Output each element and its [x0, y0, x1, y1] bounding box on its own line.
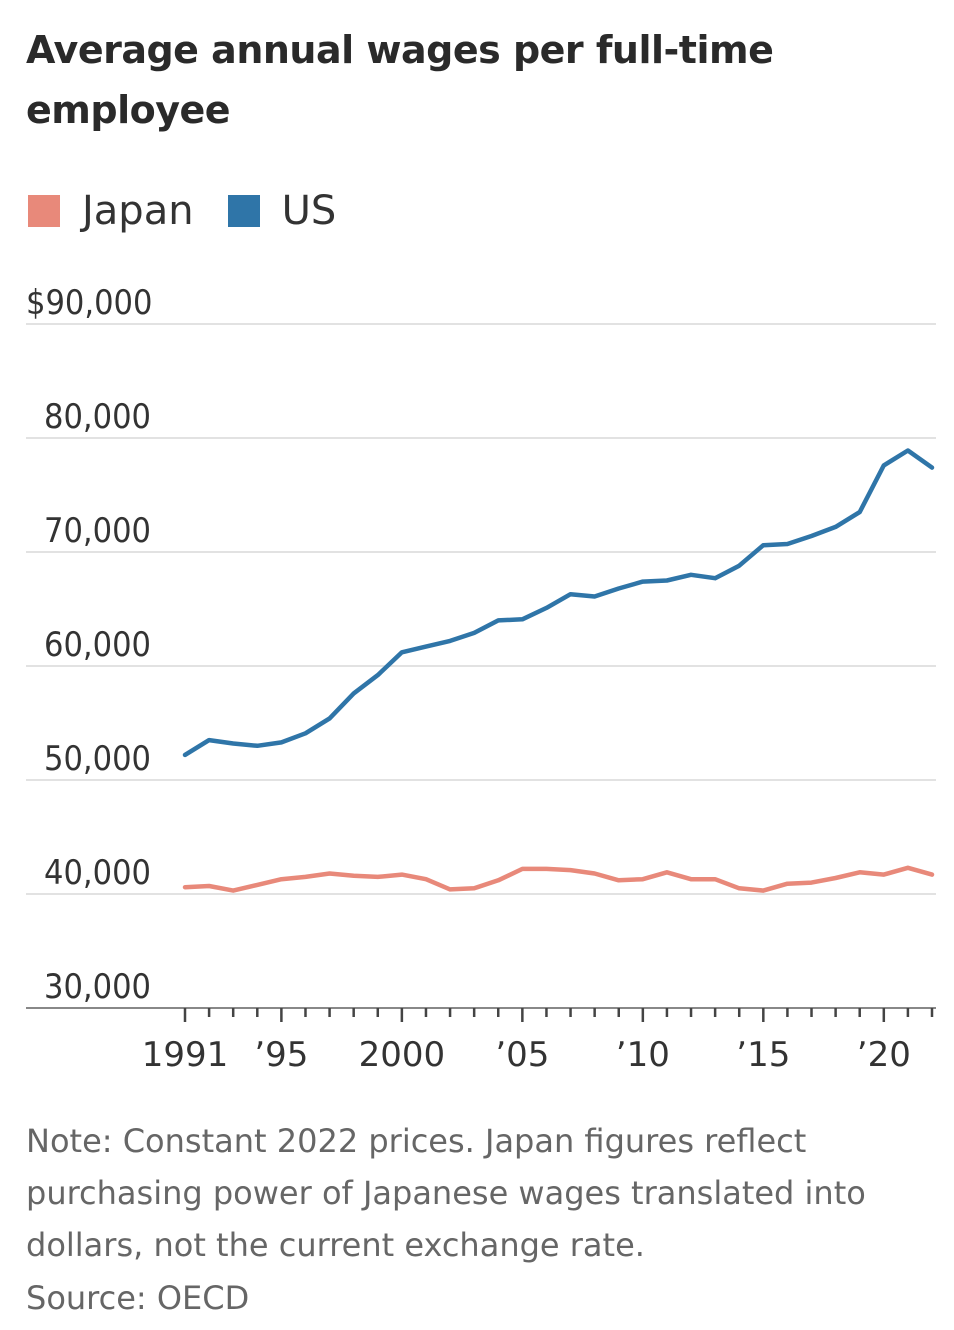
legend-label-us: US [281, 188, 337, 234]
series-lines [182, 448, 935, 893]
legend-item-us: US [227, 188, 337, 234]
x-tick-label: ’10 [616, 1035, 670, 1075]
y-axis-labels: 30,000 40,000 50,000 60,000 70,000 80,000 $90,… [26, 283, 152, 1007]
x-axis: 1991 ’95 2000 ’05 ’10 ’15 ’20 [26, 1007, 936, 1075]
x-tick-label: ’95 [254, 1035, 308, 1075]
x-tick-label: ’05 [495, 1035, 549, 1075]
x-tick-label: ’20 [857, 1035, 911, 1075]
legend-swatch-japan [28, 195, 60, 227]
chart-legend: Japan US [28, 188, 370, 234]
chart-source: Source: OECD [26, 1279, 250, 1317]
legend-swatch-us [227, 195, 260, 227]
x-tick-label: ’15 [736, 1035, 790, 1075]
legend-label-japan: Japan [82, 188, 194, 234]
gridlines [26, 323, 936, 895]
series-line-japan [182, 865, 935, 893]
y-tick-label: 40,000 [44, 853, 151, 893]
chart-note: Note: Constant 2022 prices. Japan figure… [26, 1122, 866, 1264]
y-tick-label: 30,000 [44, 967, 151, 1007]
line-chart: 30,000 40,000 50,000 60,000 70,000 80,000 $90,… [26, 283, 936, 1075]
legend-item-japan: Japan [28, 188, 194, 234]
chart-title: Average annual wages per full-time emplo… [26, 28, 774, 132]
x-tick-label: 2000 [359, 1035, 446, 1075]
y-tick-label: 80,000 [44, 397, 151, 437]
y-tick-label: 60,000 [44, 625, 151, 665]
y-tick-label: 50,000 [44, 739, 151, 779]
y-tick-label: 70,000 [44, 511, 151, 551]
series-line-us [182, 448, 935, 758]
x-tick-label: 1991 [142, 1035, 229, 1075]
y-tick-label: $90,000 [26, 283, 152, 323]
